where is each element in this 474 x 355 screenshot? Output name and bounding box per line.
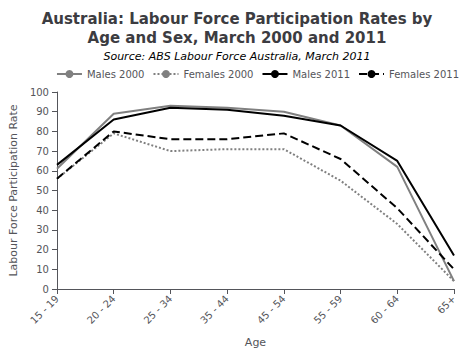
svg-text:35 - 44: 35 - 44 [198, 293, 231, 326]
svg-text:65+: 65+ [435, 293, 458, 316]
svg-text:Labour Force Participation Rat: Labour Force Participation Rate [7, 104, 20, 276]
svg-text:80: 80 [36, 126, 49, 137]
svg-text:90: 90 [36, 106, 49, 117]
svg-text:20: 20 [36, 244, 49, 255]
svg-text:20 - 24: 20 - 24 [85, 293, 118, 326]
svg-text:Age and Sex, March 2000 and 20: Age and Sex, March 2000 and 2011 [88, 29, 387, 47]
svg-text:10: 10 [36, 264, 49, 275]
svg-text:100: 100 [30, 87, 49, 98]
svg-text:30: 30 [36, 224, 49, 235]
svg-text:70: 70 [36, 146, 49, 157]
svg-text:50: 50 [36, 185, 49, 196]
svg-text:45 - 54: 45 - 54 [255, 293, 288, 326]
svg-text:Males 2000: Males 2000 [87, 69, 145, 80]
svg-text:0: 0 [43, 284, 49, 295]
svg-text:Source: ABS Labour Force Austr: Source: ABS Labour Force Australia, Marc… [103, 50, 370, 63]
svg-text:15 - 19: 15 - 19 [28, 293, 61, 326]
svg-text:Females 2000: Females 2000 [183, 69, 253, 80]
svg-text:55 - 59: 55 - 59 [312, 293, 345, 326]
svg-text:60: 60 [36, 165, 49, 176]
svg-text:Australia: Labour Force Partic: Australia: Labour Force Participation Ra… [42, 10, 433, 28]
svg-text:25 - 34: 25 - 34 [142, 293, 175, 326]
svg-text:Age: Age [245, 336, 267, 349]
svg-text:Females 2011: Females 2011 [389, 69, 459, 80]
svg-text:40: 40 [36, 205, 49, 216]
svg-text:60 - 64: 60 - 64 [368, 293, 401, 326]
svg-text:Males 2011: Males 2011 [292, 69, 350, 80]
